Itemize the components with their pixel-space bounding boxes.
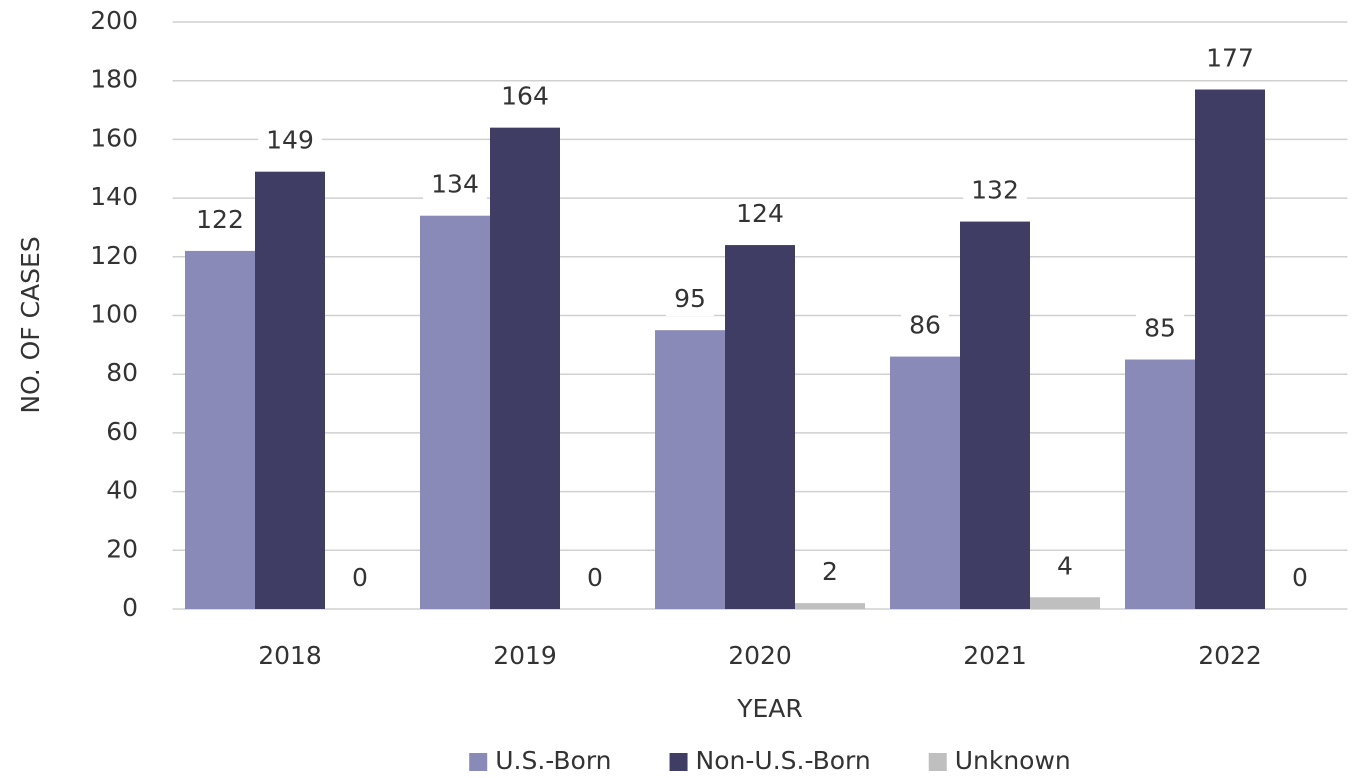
- bar: [1195, 89, 1265, 609]
- data-label-bg: [728, 199, 792, 232]
- data-label: 85: [1144, 314, 1176, 343]
- y-tick-label: 20: [106, 534, 138, 563]
- data-label: 149: [266, 126, 314, 155]
- legend-item: Unknown: [928, 746, 1071, 775]
- data-label: 177: [1206, 44, 1254, 73]
- data-label-bg: [493, 81, 557, 114]
- data-label: 0: [352, 563, 368, 592]
- y-axis-title: NO. OF CASES: [16, 236, 45, 413]
- data-label-bg: [258, 125, 322, 158]
- y-tick-label: 180: [90, 65, 138, 94]
- y-tick-label: 80: [106, 358, 138, 387]
- data-label-bg: [666, 284, 714, 317]
- data-label-bg: [1284, 563, 1316, 595]
- data-label-bg: [1049, 551, 1081, 584]
- x-tick-label: 2019: [493, 641, 557, 670]
- bar: [255, 171, 325, 609]
- data-label-bg: [1198, 43, 1262, 76]
- bar: [795, 603, 865, 609]
- bar: [1030, 597, 1100, 609]
- legend-label: Non-U.S.-Born: [696, 746, 871, 775]
- x-tick-label: 2020: [728, 641, 792, 670]
- legend-item: Non-U.S.-Born: [669, 746, 871, 775]
- x-tick-label: 2021: [963, 641, 1027, 670]
- data-label-bg: [963, 175, 1027, 208]
- legend-label: U.S.-Born: [495, 746, 611, 775]
- legend-swatch: [669, 753, 688, 771]
- data-label-bg: [579, 563, 611, 595]
- data-label-bg: [188, 204, 252, 237]
- data-label-bg: [423, 169, 487, 202]
- data-label: 134: [431, 170, 479, 199]
- data-label: 2: [822, 557, 838, 586]
- x-tick-label: 2022: [1198, 641, 1262, 670]
- data-label: 95: [674, 284, 706, 313]
- data-label: 164: [501, 82, 549, 111]
- y-tick-label: 120: [90, 241, 138, 270]
- bar: [655, 330, 725, 609]
- data-label-bg: [901, 310, 949, 343]
- legend-swatch: [469, 753, 488, 771]
- legend-label: Unknown: [955, 746, 1071, 775]
- data-label: 4: [1057, 551, 1073, 580]
- y-tick-label: 140: [90, 182, 138, 211]
- bar: [185, 250, 255, 609]
- y-tick-label: 160: [90, 123, 138, 152]
- y-tick-label: 60: [106, 417, 138, 446]
- bar: [1125, 359, 1195, 609]
- data-label: 124: [736, 199, 784, 228]
- data-label-bg: [814, 557, 846, 590]
- data-label-bg: [344, 563, 376, 595]
- bar: [890, 356, 960, 609]
- y-tick-label: 200: [90, 6, 138, 35]
- data-label: 132: [971, 176, 1019, 205]
- y-tick-label: 100: [90, 300, 138, 329]
- data-label-bg: [1136, 313, 1184, 346]
- data-label: 86: [909, 311, 941, 340]
- bar: [420, 215, 490, 609]
- bar: [960, 221, 1030, 609]
- data-label: 0: [587, 563, 603, 592]
- data-label: 0: [1292, 563, 1308, 592]
- bar: [490, 127, 560, 609]
- legend-item: U.S.-Born: [469, 746, 612, 775]
- data-label: 122: [196, 205, 244, 234]
- legend-swatch: [928, 753, 947, 771]
- x-axis-title: YEAR: [736, 694, 803, 723]
- y-tick-label: 0: [122, 593, 138, 622]
- x-tick-label: 2018: [258, 641, 322, 670]
- bar: [725, 245, 795, 609]
- y-tick-label: 40: [106, 476, 138, 505]
